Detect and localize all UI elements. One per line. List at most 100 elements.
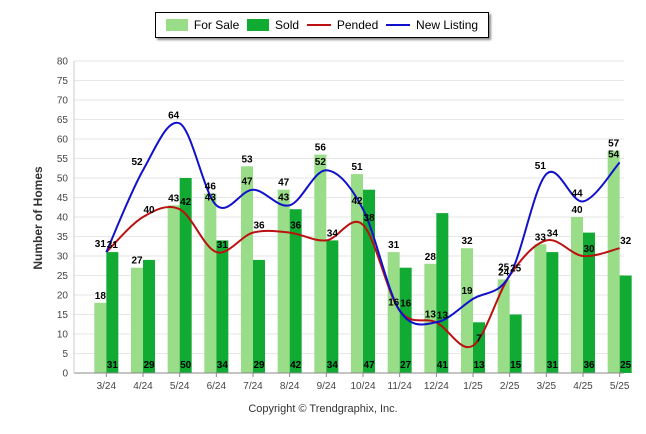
- y-tick-label: 0: [62, 369, 68, 380]
- bar-sold: [399, 267, 412, 373]
- legend-item-new-listing[interactable]: New Listing: [386, 18, 478, 32]
- y-tick-label: 45: [57, 193, 69, 204]
- legend: For Sale Sold Pended New Listing: [155, 12, 489, 38]
- bar-for-sale: [351, 174, 363, 373]
- data-label-new-listing: 19: [461, 286, 473, 297]
- bar-for-sale: [167, 205, 180, 373]
- y-tick-label: 25: [57, 271, 69, 282]
- bar-for-sale: [94, 302, 107, 373]
- data-label-pended: 25: [510, 264, 522, 275]
- bar-for-sale: [534, 244, 547, 373]
- bar-sold: [363, 189, 375, 373]
- legend-item-sold[interactable]: Sold: [247, 18, 299, 32]
- data-label-sold: 50: [180, 360, 192, 371]
- x-tick-label: 1/25: [463, 381, 483, 392]
- y-tick-label: 5: [62, 349, 68, 360]
- data-label-for-sale: 33: [535, 232, 547, 243]
- legend-label-sold: Sold: [275, 18, 300, 32]
- y-tick-label: 60: [57, 135, 69, 146]
- for-sale-swatch: [165, 19, 188, 31]
- new-listing-swatch: [386, 24, 411, 26]
- data-label-for-sale: 56: [315, 143, 327, 154]
- bar-for-sale: [387, 252, 400, 373]
- legend-item-pended[interactable]: Pended: [306, 18, 379, 32]
- y-tick-label: 35: [57, 232, 69, 243]
- data-label-for-sale: 46: [205, 182, 217, 193]
- bar-for-sale: [131, 267, 143, 373]
- x-tick-label: 3/24: [97, 381, 117, 392]
- bar-for-sale: [241, 166, 253, 373]
- x-tick-label: 5/25: [610, 381, 630, 392]
- data-label-for-sale: 43: [168, 193, 180, 204]
- bar-sold: [143, 259, 155, 373]
- bar-sold: [216, 240, 229, 373]
- legend-item-for-sale[interactable]: For Sale: [165, 18, 239, 32]
- data-label-sold: 25: [620, 360, 632, 371]
- data-label-for-sale: 24: [498, 267, 510, 278]
- data-label-pended: 32: [620, 236, 632, 247]
- data-label-new-listing: 43: [205, 192, 217, 203]
- y-tick-label: 10: [57, 330, 69, 341]
- data-label-sold: 31: [107, 360, 119, 371]
- y-tick-label: 55: [57, 154, 69, 165]
- data-label-new-listing: 43: [278, 192, 290, 203]
- data-label-sold: 13: [473, 360, 485, 371]
- data-label-sold: 47: [363, 360, 375, 371]
- bar-sold: [179, 178, 192, 373]
- data-label-sold: 34: [327, 360, 339, 371]
- bar-for-sale: [461, 248, 473, 373]
- data-label-pended: 7: [476, 334, 482, 345]
- bar-for-sale: [571, 217, 583, 373]
- bar-sold: [289, 209, 302, 373]
- data-labels: 1831313127294052435042644634314353293647…: [95, 110, 632, 371]
- x-tick-label: 3/25: [537, 381, 557, 392]
- x-tick-label: 6/24: [207, 381, 227, 392]
- data-label-pended: 30: [583, 244, 595, 255]
- data-label-new-listing: 42: [351, 196, 363, 207]
- y-tick-label: 15: [57, 310, 69, 321]
- lines: [105, 121, 621, 349]
- line-pended: [105, 205, 620, 349]
- x-tick-label: 12/24: [424, 381, 449, 392]
- bar-for-sale: [424, 263, 437, 373]
- bar-sold: [509, 314, 522, 373]
- bar-sold: [253, 259, 265, 373]
- data-label-pended: 31: [217, 240, 229, 251]
- data-label-pended: 42: [180, 197, 192, 208]
- data-label-for-sale: 18: [95, 291, 107, 302]
- pended-swatch: [306, 24, 331, 26]
- bar-for-sale: [497, 279, 510, 373]
- data-label-new-listing: 52: [315, 157, 327, 168]
- x-tick-label: 10/24: [350, 381, 375, 392]
- data-label-sold: 36: [583, 360, 595, 371]
- data-label-sold: 15: [510, 360, 522, 371]
- data-label-pended: 36: [290, 221, 302, 232]
- data-label-pended: 31: [107, 240, 119, 251]
- data-label-sold: 42: [290, 360, 302, 371]
- bar-for-sale: [314, 154, 327, 373]
- data-label-pended: 34: [327, 228, 339, 239]
- copyright-text: Copyright © Trendgraphix, Inc.: [248, 403, 398, 415]
- data-label-pended: 38: [363, 213, 375, 224]
- data-label-for-sale: 32: [461, 236, 473, 247]
- grid: [74, 60, 624, 374]
- bar-sold: [106, 252, 119, 373]
- data-label-for-sale: 28: [425, 252, 437, 263]
- data-label-for-sale: 40: [571, 205, 583, 216]
- sold-swatch: [247, 19, 270, 31]
- data-label-pended: 16: [400, 299, 412, 310]
- data-label-for-sale: 31: [388, 240, 400, 251]
- data-label-new-listing: 64: [168, 110, 180, 121]
- data-label-new-listing: 47: [241, 177, 253, 188]
- data-label-sold: 31: [547, 360, 559, 371]
- legend-label-pended: Pended: [336, 18, 379, 32]
- data-label-sold: 29: [143, 360, 155, 371]
- data-label-new-listing: 31: [95, 239, 107, 250]
- data-label-new-listing: 44: [571, 188, 583, 199]
- data-label-for-sale: 57: [608, 139, 620, 150]
- y-tick-label: 75: [57, 76, 69, 87]
- data-label-pended: 34: [547, 228, 559, 239]
- data-label-for-sale: 27: [131, 256, 143, 267]
- data-label-new-listing: 25: [498, 263, 510, 274]
- data-label-sold: 41: [437, 360, 449, 371]
